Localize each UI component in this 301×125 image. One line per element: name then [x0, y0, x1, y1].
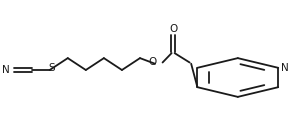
Text: O: O: [169, 24, 177, 34]
Text: N: N: [2, 65, 10, 75]
Text: S: S: [48, 63, 54, 73]
Text: N: N: [281, 63, 289, 73]
Text: O: O: [148, 57, 156, 67]
